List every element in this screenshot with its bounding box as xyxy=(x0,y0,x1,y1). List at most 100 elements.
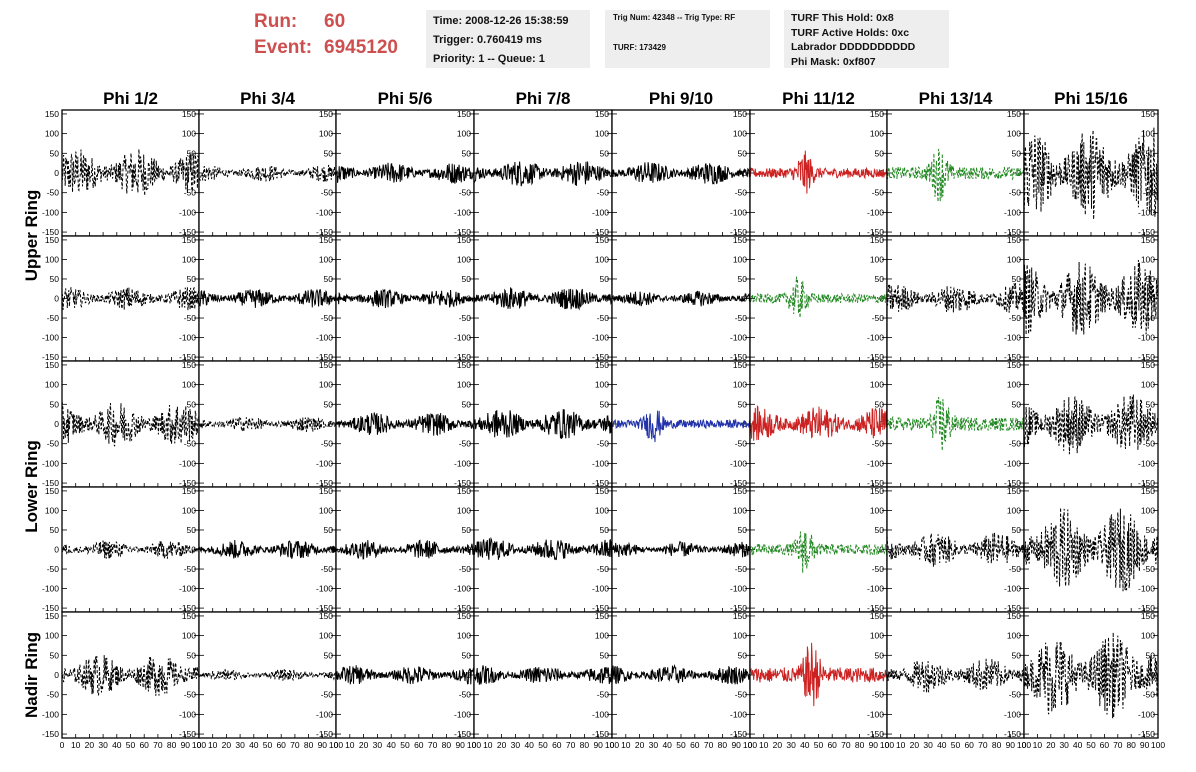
x-tick-label: 20 xyxy=(1046,740,1056,750)
x-tick-label: 20 xyxy=(773,740,783,750)
run-event-block: Run: 60 Event: 6945120 xyxy=(254,9,398,61)
x-tick-label: 10 xyxy=(759,740,769,750)
x-tick-label: 40 xyxy=(386,740,396,750)
y-tick-label: 50 xyxy=(187,650,197,660)
waveform-trace xyxy=(749,405,888,441)
y-tick-label: 150 xyxy=(870,486,884,496)
x-tick-label: 70 xyxy=(566,740,576,750)
waveform-trace xyxy=(473,536,613,561)
y-tick-label: -50 xyxy=(597,690,610,700)
y-tick-label: 50 xyxy=(875,274,885,284)
y-tick-label: -100 xyxy=(730,207,747,217)
x-tick-label: 100 xyxy=(329,740,343,750)
y-tick-label: 100 xyxy=(457,380,471,390)
y-tick-label: -150 xyxy=(179,227,196,237)
y-tick-label: -100 xyxy=(316,333,333,343)
y-tick-label: 50 xyxy=(1012,650,1022,660)
waveform-trace xyxy=(1023,394,1159,455)
y-tick-label: -100 xyxy=(1138,458,1155,468)
y-tick-label: 100 xyxy=(457,631,471,641)
x-tick-label: 0 xyxy=(748,740,753,750)
y-tick-label: 50 xyxy=(462,148,472,158)
x-tick-label: 30 xyxy=(923,740,933,750)
waveform-trace xyxy=(1023,632,1159,719)
y-tick-label: 150 xyxy=(595,235,609,245)
y-tick-label: 100 xyxy=(595,505,609,515)
y-tick-label: 150 xyxy=(1007,109,1021,119)
y-tick-label: 0 xyxy=(54,294,59,304)
y-tick-label: -150 xyxy=(592,729,609,739)
x-tick-label: 90 xyxy=(593,740,603,750)
y-tick-label: -100 xyxy=(1004,333,1021,343)
y-tick-label: 150 xyxy=(182,486,196,496)
x-tick-label: 0 xyxy=(197,740,202,750)
x-tick-label: 100 xyxy=(467,740,481,750)
y-tick-label: -150 xyxy=(867,478,884,488)
y-tick-label: -100 xyxy=(454,709,471,719)
column-header: Phi 3/4 xyxy=(240,89,295,108)
y-tick-label: -100 xyxy=(1004,709,1021,719)
y-tick-label: 150 xyxy=(733,360,747,370)
waveform-trace xyxy=(198,288,337,308)
y-tick-label: -150 xyxy=(42,729,59,739)
y-tick-label: -100 xyxy=(42,333,59,343)
y-tick-label: -50 xyxy=(47,439,60,449)
waveform-trace xyxy=(1023,259,1159,335)
y-tick-label: 150 xyxy=(1007,235,1021,245)
y-tick-label: -50 xyxy=(184,439,197,449)
y-tick-label: 100 xyxy=(457,254,471,264)
y-tick-label: 50 xyxy=(738,650,748,660)
x-tick-label: 10 xyxy=(71,740,81,750)
y-tick-label: 100 xyxy=(595,631,609,641)
y-tick-label: 100 xyxy=(1141,505,1155,515)
y-tick-label: -100 xyxy=(730,333,747,343)
column-header: Phi 9/10 xyxy=(649,89,713,108)
y-tick-label: 150 xyxy=(182,360,196,370)
y-tick-label: 150 xyxy=(870,611,884,621)
y-tick-label: 150 xyxy=(319,235,333,245)
y-tick-label: 150 xyxy=(457,486,471,496)
waveform-trace xyxy=(1023,127,1159,220)
y-tick-label: 100 xyxy=(182,254,196,264)
y-tick-label: 100 xyxy=(733,380,747,390)
x-tick-label: 40 xyxy=(249,740,259,750)
y-tick-label: -150 xyxy=(179,603,196,613)
y-tick-label: -100 xyxy=(454,207,471,217)
y-tick-label: -150 xyxy=(592,352,609,362)
y-tick-label: 100 xyxy=(319,380,333,390)
x-tick-label: 20 xyxy=(222,740,232,750)
waveform-trace xyxy=(611,410,751,443)
turf-text: TURF: 173429 xyxy=(613,43,666,52)
y-tick-label: -100 xyxy=(42,458,59,468)
x-tick-label: 40 xyxy=(662,740,672,750)
y-tick-label: 150 xyxy=(1007,360,1021,370)
y-tick-label: 100 xyxy=(870,505,884,515)
y-tick-label: -150 xyxy=(42,227,59,237)
y-tick-label: -100 xyxy=(1138,207,1155,217)
y-tick-label: 50 xyxy=(187,274,197,284)
y-tick-label: -150 xyxy=(179,478,196,488)
row-label: Lower Ring xyxy=(22,440,41,533)
waveform-trace xyxy=(886,397,1025,451)
y-tick-label: 50 xyxy=(1146,525,1156,535)
y-tick-label: 150 xyxy=(1141,360,1155,370)
y-tick-label: -100 xyxy=(179,584,196,594)
y-tick-label: 150 xyxy=(182,235,196,245)
y-tick-label: -150 xyxy=(179,352,196,362)
waveform-trace xyxy=(749,150,888,194)
y-tick-label: -50 xyxy=(597,564,610,574)
y-tick-label: 50 xyxy=(600,399,610,409)
y-tick-label: 50 xyxy=(50,148,60,158)
y-tick-label: -150 xyxy=(730,227,747,237)
y-tick-label: -50 xyxy=(47,188,60,198)
x-tick-label: 70 xyxy=(1113,740,1123,750)
x-tick-label: 60 xyxy=(1100,740,1110,750)
y-tick-label: -50 xyxy=(459,313,472,323)
column-header: Phi 7/8 xyxy=(516,89,571,108)
x-tick-label: 80 xyxy=(1126,740,1136,750)
panel-frame xyxy=(1023,611,1159,739)
waveform-trace xyxy=(335,162,475,184)
y-tick-label: 0 xyxy=(879,670,884,680)
y-tick-label: 150 xyxy=(733,235,747,245)
waveform-trace xyxy=(749,276,888,318)
